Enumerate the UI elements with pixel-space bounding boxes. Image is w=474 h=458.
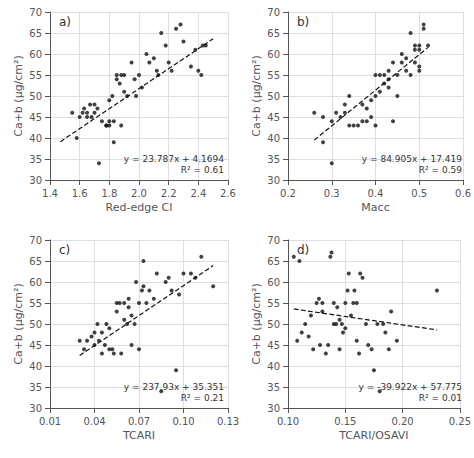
svg-text:60: 60 — [267, 49, 280, 60]
svg-text:0.20: 0.20 — [391, 416, 413, 427]
svg-text:40: 40 — [29, 361, 42, 372]
svg-text:y = 23.787x + 4.1694: y = 23.787x + 4.1694 — [124, 154, 224, 164]
svg-text:Ca+b (μg/cm²): Ca+b (μg/cm²) — [250, 55, 263, 137]
svg-text:0.01: 0.01 — [39, 416, 61, 427]
svg-text:R² = 0.61: R² = 0.61 — [181, 165, 224, 175]
svg-text:0.4: 0.4 — [368, 188, 384, 199]
svg-text:Ca+b (μg/cm²): Ca+b (μg/cm²) — [12, 283, 25, 365]
svg-text:a): a) — [59, 15, 71, 29]
svg-text:0.10: 0.10 — [277, 416, 299, 427]
svg-text:R² = 0.21: R² = 0.21 — [181, 393, 224, 403]
svg-text:55: 55 — [267, 298, 280, 309]
svg-text:30: 30 — [29, 175, 42, 186]
svg-text:70: 70 — [29, 235, 42, 246]
svg-text:0.15: 0.15 — [334, 416, 356, 427]
svg-text:Ca+b (μg/cm²): Ca+b (μg/cm²) — [12, 55, 25, 137]
svg-text:60: 60 — [267, 277, 280, 288]
svg-text:45: 45 — [29, 340, 42, 351]
svg-text:TCARI: TCARI — [122, 429, 155, 442]
svg-text:35: 35 — [29, 154, 42, 165]
svg-text:b): b) — [297, 15, 309, 29]
svg-text:40: 40 — [29, 133, 42, 144]
svg-text:45: 45 — [267, 112, 280, 123]
svg-text:65: 65 — [29, 256, 42, 267]
svg-text:30: 30 — [29, 403, 42, 414]
svg-text:55: 55 — [267, 70, 280, 81]
svg-text:0.5: 0.5 — [411, 188, 427, 199]
svg-text:Red-edge CI: Red-edge CI — [106, 201, 173, 214]
svg-text:0.10: 0.10 — [172, 416, 194, 427]
svg-text:0.2: 0.2 — [280, 188, 296, 199]
svg-text:40: 40 — [267, 361, 280, 372]
svg-text:50: 50 — [267, 319, 280, 330]
svg-text:70: 70 — [267, 235, 280, 246]
svg-text:60: 60 — [29, 277, 42, 288]
svg-text:0.3: 0.3 — [324, 188, 340, 199]
svg-text:R² = 0.01: R² = 0.01 — [419, 393, 462, 403]
svg-text:45: 45 — [267, 340, 280, 351]
svg-text:40: 40 — [267, 133, 280, 144]
svg-text:45: 45 — [29, 112, 42, 123]
svg-text:65: 65 — [267, 256, 280, 267]
svg-text:2.0: 2.0 — [131, 188, 147, 199]
svg-text:65: 65 — [29, 28, 42, 39]
svg-text:0.25: 0.25 — [449, 416, 471, 427]
svg-text:35: 35 — [29, 382, 42, 393]
svg-text:60: 60 — [29, 49, 42, 60]
svg-text:0.04: 0.04 — [83, 416, 105, 427]
svg-text:50: 50 — [29, 319, 42, 330]
svg-text:55: 55 — [29, 298, 42, 309]
svg-text:R² = 0.59: R² = 0.59 — [419, 165, 462, 175]
svg-text:d): d) — [297, 243, 309, 257]
svg-text:55: 55 — [29, 70, 42, 81]
svg-text:50: 50 — [267, 91, 280, 102]
svg-text:y = 237.93x + 35.351: y = 237.93x + 35.351 — [124, 382, 224, 392]
svg-text:65: 65 — [267, 28, 280, 39]
svg-text:0.13: 0.13 — [217, 416, 239, 427]
svg-text:70: 70 — [267, 7, 280, 18]
svg-text:50: 50 — [29, 91, 42, 102]
svg-text:0.6: 0.6 — [455, 188, 471, 199]
svg-text:2.4: 2.4 — [190, 188, 206, 199]
svg-text:1.6: 1.6 — [72, 188, 88, 199]
svg-text:Macc: Macc — [361, 201, 389, 214]
svg-text:y = -39.922x + 57.775: y = -39.922x + 57.775 — [359, 382, 462, 392]
svg-text:c): c) — [59, 243, 70, 257]
svg-text:70: 70 — [29, 7, 42, 18]
svg-text:0.07: 0.07 — [128, 416, 150, 427]
svg-text:2.6: 2.6 — [220, 188, 236, 199]
svg-text:y = 84.905x + 17.419: y = 84.905x + 17.419 — [362, 154, 462, 164]
svg-text:TCARI/OSAVI: TCARI/OSAVI — [338, 429, 408, 442]
svg-text:35: 35 — [267, 154, 280, 165]
svg-text:2.2: 2.2 — [161, 188, 177, 199]
svg-text:1.4: 1.4 — [42, 188, 58, 199]
svg-text:30: 30 — [267, 403, 280, 414]
svg-text:Ca+b (μg/cm²): Ca+b (μg/cm²) — [250, 283, 263, 365]
svg-text:1.8: 1.8 — [101, 188, 117, 199]
svg-text:30: 30 — [267, 175, 280, 186]
svg-text:35: 35 — [267, 382, 280, 393]
